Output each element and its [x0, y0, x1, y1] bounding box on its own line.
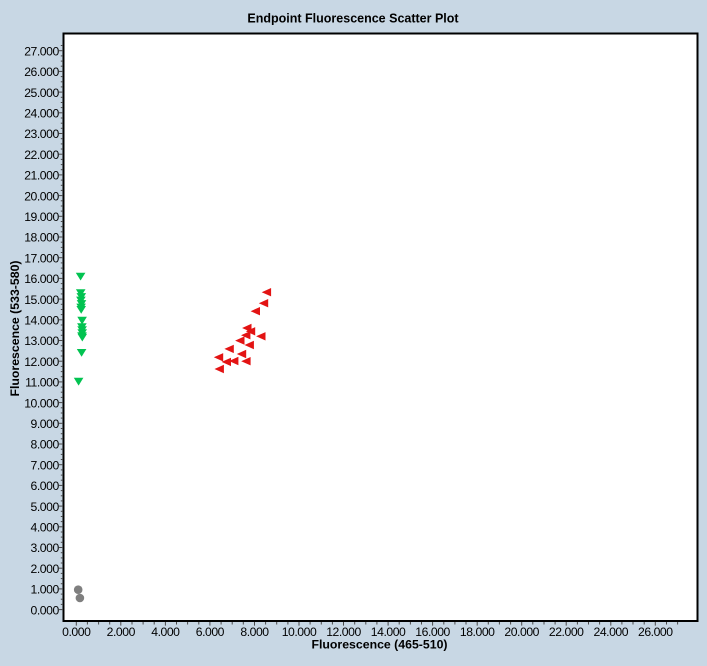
svg-text:12.000: 12.000 [24, 355, 59, 369]
svg-text:13.000: 13.000 [24, 334, 59, 348]
svg-text:0.000: 0.000 [62, 625, 91, 639]
svg-text:26.000: 26.000 [24, 65, 59, 79]
svg-text:14.000: 14.000 [24, 314, 59, 328]
svg-text:17.000: 17.000 [24, 251, 59, 265]
svg-text:10.000: 10.000 [24, 396, 59, 410]
svg-text:18.000: 18.000 [460, 625, 495, 639]
svg-text:7.000: 7.000 [31, 458, 60, 472]
svg-text:20.000: 20.000 [24, 189, 59, 203]
svg-text:22.000: 22.000 [24, 148, 59, 162]
svg-text:4.000: 4.000 [151, 625, 180, 639]
svg-text:18.000: 18.000 [24, 231, 59, 245]
svg-text:27.000: 27.000 [24, 44, 59, 58]
svg-text:6.000: 6.000 [31, 479, 60, 493]
svg-text:20.000: 20.000 [504, 625, 539, 639]
svg-text:5.000: 5.000 [31, 500, 60, 514]
svg-text:14.000: 14.000 [371, 625, 406, 639]
svg-text:9.000: 9.000 [31, 417, 60, 431]
svg-text:2.000: 2.000 [107, 625, 136, 639]
svg-text:19.000: 19.000 [24, 210, 59, 224]
svg-text:23.000: 23.000 [24, 127, 59, 141]
svg-text:26.000: 26.000 [638, 625, 673, 639]
svg-text:3.000: 3.000 [31, 541, 60, 555]
svg-text:12.000: 12.000 [326, 625, 361, 639]
svg-text:Endpoint Fluorescence Scatter: Endpoint Fluorescence Scatter Plot [247, 12, 459, 26]
svg-text:6.000: 6.000 [196, 625, 225, 639]
svg-text:25.000: 25.000 [24, 86, 59, 100]
svg-text:Fluorescence (465-510): Fluorescence (465-510) [311, 638, 447, 652]
svg-text:24.000: 24.000 [594, 625, 629, 639]
svg-text:1.000: 1.000 [31, 583, 60, 597]
svg-text:4.000: 4.000 [31, 521, 60, 535]
svg-text:11.000: 11.000 [25, 376, 59, 390]
svg-text:16.000: 16.000 [415, 625, 450, 639]
svg-text:15.000: 15.000 [24, 293, 59, 307]
svg-text:10.000: 10.000 [282, 625, 317, 639]
svg-text:16.000: 16.000 [24, 272, 59, 286]
svg-text:Fluorescence (533-580): Fluorescence (533-580) [8, 260, 22, 396]
svg-text:22.000: 22.000 [549, 625, 584, 639]
svg-text:2.000: 2.000 [31, 562, 60, 576]
svg-text:0.000: 0.000 [31, 603, 60, 617]
svg-text:24.000: 24.000 [24, 107, 59, 121]
svg-text:8.000: 8.000 [31, 438, 60, 452]
svg-text:21.000: 21.000 [24, 169, 59, 183]
svg-text:8.000: 8.000 [240, 625, 269, 639]
